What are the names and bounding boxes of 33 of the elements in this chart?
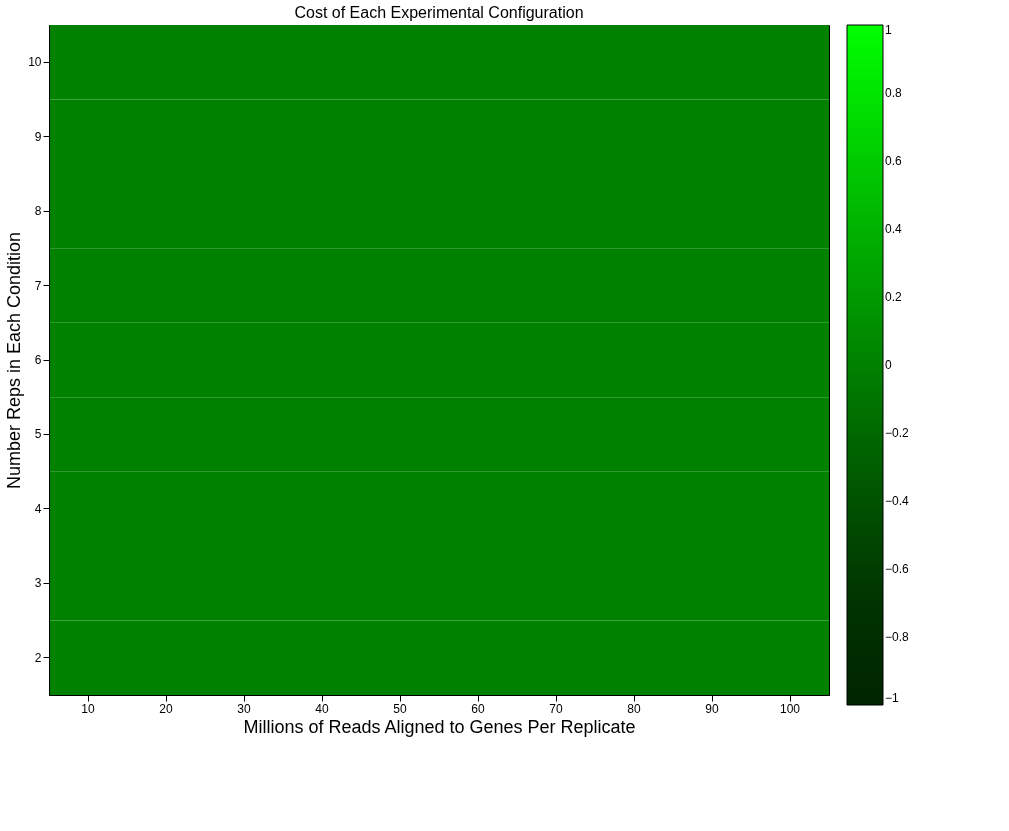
color-bar-label: 0.6 <box>885 154 903 168</box>
y-tick-label: 4 <box>34 501 42 516</box>
y-tick-label: 10 <box>28 55 42 70</box>
chart-title: Cost of Each Experimental Configuration <box>294 4 584 21</box>
x-tick-label: 80 <box>627 701 641 716</box>
y-tick-label: 3 <box>34 576 42 591</box>
color-bar-label: 0 <box>885 358 892 372</box>
y-axis-title: Number Reps in Each Condition <box>4 231 25 490</box>
color-bar-label: 0.4 <box>885 222 903 236</box>
x-axis-title: Millions of Reads Aligned to Genes Per Replicate <box>243 716 636 737</box>
y-tick-label: 6 <box>34 353 42 367</box>
x-tick-label: 10 <box>81 701 95 716</box>
color-bar-label: 0.2 <box>885 290 903 304</box>
y-tick-label: 2 <box>34 650 42 665</box>
color-bar-label: 1 <box>885 23 892 37</box>
x-tick-label: 70 <box>549 701 563 716</box>
color-bar-label: −0.4 <box>885 494 910 508</box>
color-bar-label: −0.2 <box>885 426 910 440</box>
color-bar-label: −0.6 <box>885 562 910 576</box>
x-tick-label: 50 <box>393 701 407 716</box>
y-tick-label: 9 <box>34 129 42 144</box>
color-bar-label: −1 <box>885 691 900 705</box>
y-tick-label: 7 <box>34 278 42 293</box>
y-tick-label: 8 <box>34 204 42 219</box>
color-bar-label: −0.8 <box>885 630 910 644</box>
x-tick-label: 30 <box>237 701 251 716</box>
y-tick-label: 5 <box>34 427 42 442</box>
x-tick-label: 90 <box>705 701 719 716</box>
x-tick-label: 40 <box>315 701 329 716</box>
color-bar-label: 0.8 <box>885 86 903 100</box>
x-tick-label: 60 <box>471 701 485 716</box>
x-tick-label: 20 <box>159 701 173 716</box>
x-tick-label: 100 <box>779 701 801 716</box>
